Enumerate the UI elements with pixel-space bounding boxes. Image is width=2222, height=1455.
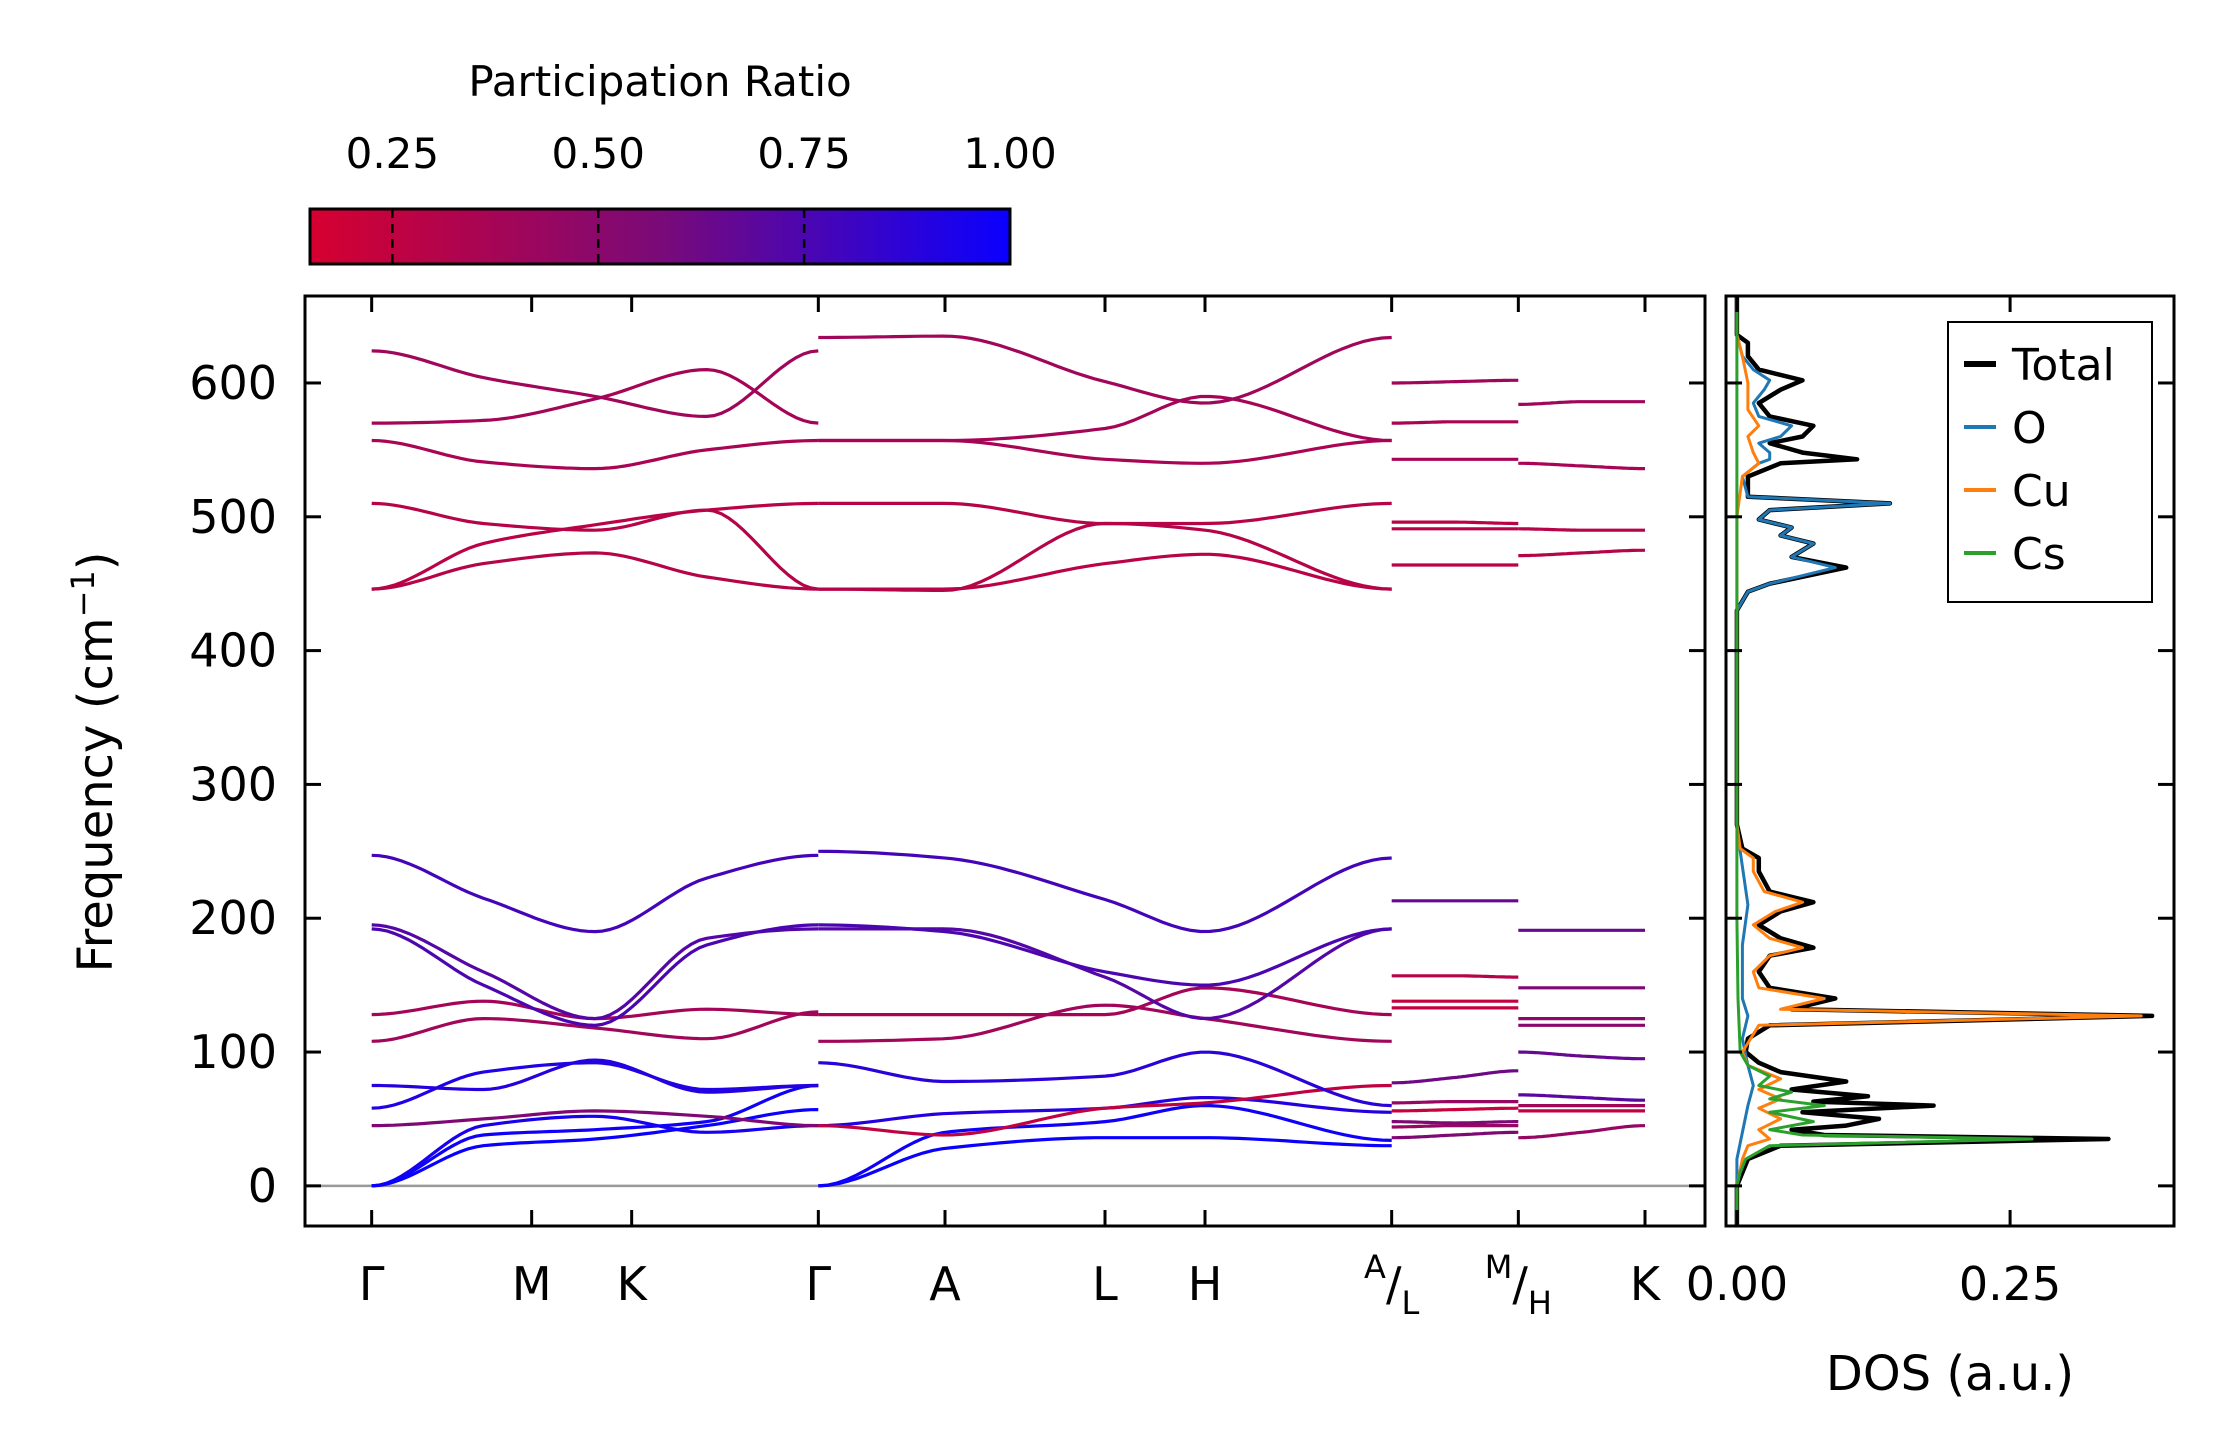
y-tick-label: 600 [189, 356, 277, 410]
phonon-band-line [371, 501, 819, 591]
phonon-band-line [818, 1083, 1392, 1137]
k-tick-label: K [617, 1257, 649, 1311]
phonon-band-line [818, 1050, 1392, 1108]
phonon-band-line [818, 552, 1392, 591]
phonon-band-line [1518, 400, 1645, 406]
phonon-band-line [818, 334, 1392, 405]
phonon-band-line [371, 1114, 819, 1188]
phonon-band-line [1518, 461, 1645, 471]
phonon-band-line [371, 1061, 819, 1110]
phonon-band-line [371, 999, 819, 1021]
colorbar-tick-label: 0.50 [551, 129, 645, 178]
colorbar-title: Participation Ratio [468, 57, 851, 106]
dos-line-cs [1735, 296, 2034, 1226]
phonon-band-line [371, 1109, 819, 1128]
legend: Total O Cu Cs [1947, 321, 2153, 603]
dos-line-cu [1735, 296, 2143, 1226]
legend-frame [1947, 321, 2153, 603]
phonon-band-line [1391, 1120, 1519, 1125]
phonon-band-line [1391, 1069, 1519, 1085]
phonon-band-line [818, 521, 1392, 592]
legend-label: Total [2011, 340, 2115, 391]
phonon-band-line [371, 368, 819, 425]
colorbar: Participation Ratio 0.25 0.50 0.75 1.00 [308, 57, 1057, 266]
phonon-band-line [371, 1058, 819, 1094]
phonon-band-line [371, 1010, 819, 1043]
phonon-band-line [1391, 1106, 1519, 1113]
legend-label: Cs [2012, 529, 2066, 580]
y-tick-label: 500 [189, 490, 277, 544]
colorbar-tick-label: 0.25 [346, 129, 440, 178]
k-tick-label: Γ [359, 1257, 385, 1311]
k-tick-label: H [1188, 1257, 1223, 1311]
phonon-band-line [1518, 1050, 1645, 1061]
y-tick-label: 100 [189, 1025, 277, 1079]
phonon-band-line [1391, 520, 1519, 526]
k-tick-label: M [512, 1257, 552, 1311]
colorbar-tick-label: 0.75 [757, 129, 851, 178]
legend-label: Cu [2012, 466, 2071, 517]
phonon-band-line [371, 349, 819, 418]
phonon-band-line [818, 501, 1392, 526]
phonon-band-line [818, 923, 1392, 987]
y-tick-label: 200 [189, 891, 277, 945]
dos-x-tick-label: 0.00 [1686, 1257, 1788, 1311]
y-tick-label: 300 [189, 757, 277, 811]
phonon-band-line [1518, 1093, 1645, 1102]
band-structure-panel: 0 100 200 300 400 500 600 Γ M K Γ A L H A/L M/H K Frequ… [64, 294, 1707, 1322]
dos-plot-frame [1724, 294, 2176, 1228]
colorbar-gradient [308, 207, 1012, 266]
phonon-band-line [1391, 420, 1519, 425]
phonon-band-line [1391, 1130, 1519, 1140]
phonon-band-line [371, 1083, 819, 1188]
phonon-band-line [818, 438, 1392, 465]
colorbar-tick-label: 1.00 [963, 129, 1057, 178]
phonon-band-line [371, 438, 819, 471]
dos-x-axis-title: DOS (a.u.) [1826, 1346, 2074, 1402]
phonon-band-line [371, 551, 819, 591]
k-tick-label: M/H [1485, 1248, 1552, 1322]
k-tick-label: K [1630, 1257, 1662, 1311]
phonon-band-line [1518, 548, 1646, 558]
dos-line-o [1735, 296, 1892, 1226]
phonon-band-line [818, 1003, 1392, 1043]
phonon-band-line [1391, 378, 1519, 385]
phonon-band-line [818, 1136, 1392, 1188]
phonon-band-line [818, 986, 1392, 1017]
phonon-band-line [818, 1104, 1392, 1188]
k-tick-label: A [929, 1257, 961, 1311]
phonon-band-line [1518, 1124, 1646, 1140]
phonon-band-line [371, 923, 819, 1027]
phonon-band-line [1391, 974, 1519, 979]
phonon-band-line [1518, 527, 1645, 532]
phonon-band-line [371, 501, 819, 591]
legend-label: O [2012, 403, 2047, 454]
k-tick-label: A/L [1364, 1248, 1419, 1322]
phonon-band-line [1391, 1100, 1519, 1105]
phonon-band-line [1391, 1124, 1519, 1129]
phonon-band-line [371, 853, 819, 934]
y-tick-label: 0 [248, 1159, 277, 1213]
y-tick-label: 400 [189, 624, 277, 678]
k-tick-label: L [1092, 1257, 1118, 1311]
dos-x-tick-label: 0.25 [1959, 1257, 2061, 1311]
k-tick-label: Γ [806, 1257, 832, 1311]
phonon-band-line [818, 849, 1392, 934]
y-axis-title: Frequency (cm−1) [64, 551, 124, 972]
band-plot-frame [303, 294, 1707, 1228]
dos-panel: 0.00 0.25 DOS (a.u.) Total O Cu Cs [1686, 294, 2176, 1402]
phonon-band-line [818, 394, 1392, 443]
